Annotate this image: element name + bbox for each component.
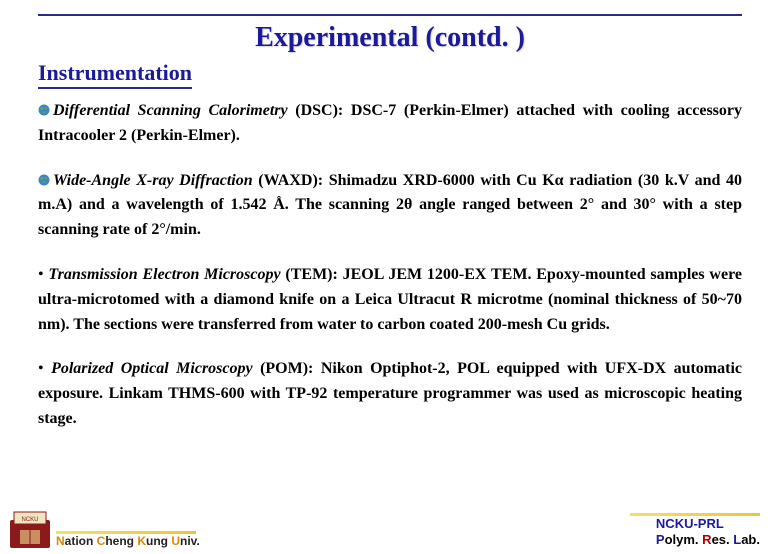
footer: NCKU Nation Cheng Kung Univ. NCKU-PRL Po… (0, 508, 780, 554)
item-lead: Differential Scanning Calorimetry (DSC) (53, 102, 338, 119)
footer-left-part: niv. (180, 534, 200, 548)
footer-right-line1: NCKU-PRL (656, 516, 760, 532)
svg-text:NCKU: NCKU (21, 517, 38, 523)
instrument-item: • Transmission Electron Microscopy (TEM)… (38, 263, 742, 337)
instrument-item: • Polarized Optical Microscopy (POM): Ni… (38, 357, 742, 431)
footer-right-part: ab. (741, 532, 760, 547)
item-lead: Polarized Optical Microscopy (POM) (51, 360, 308, 377)
footer-left-part: N (56, 534, 65, 548)
footer-left-part: ation (65, 534, 97, 548)
footer-right-part: olym. (665, 532, 703, 547)
footer-left-text: Nation Cheng Kung Univ. (56, 534, 200, 548)
item-lead: Transmission Electron Microscopy (TEM) (48, 266, 332, 283)
footer-left-part: heng (105, 534, 137, 548)
ncku-logo: NCKU (8, 510, 52, 550)
footer-right-text: NCKU-PRL Polym. Res. Lab. (656, 516, 760, 549)
top-divider (38, 14, 742, 16)
footer-right-part: R (702, 532, 711, 547)
footer-right-part: L (733, 532, 741, 547)
instrument-item: Wide-Angle X-ray Diffraction (WAXD): Shi… (38, 169, 742, 243)
section-heading: Instrumentation (38, 60, 192, 89)
instrument-item: Differential Scanning Calorimetry (DSC):… (38, 99, 742, 149)
item-lead: Wide-Angle X-ray Diffraction (WAXD) (53, 172, 318, 189)
slide-title: Experimental (contd. ) (0, 22, 780, 54)
footer-right-part: es. (712, 532, 734, 547)
footer-right-part: P (656, 532, 665, 547)
bullet-dot: • (38, 266, 48, 283)
footer-left-part: K (137, 534, 146, 548)
footer-left-part: U (171, 534, 180, 548)
content-area: Differential Scanning Calorimetry (DSC):… (38, 99, 742, 432)
footer-left-part: ung (146, 534, 171, 548)
bullet-dot: • (38, 360, 51, 377)
